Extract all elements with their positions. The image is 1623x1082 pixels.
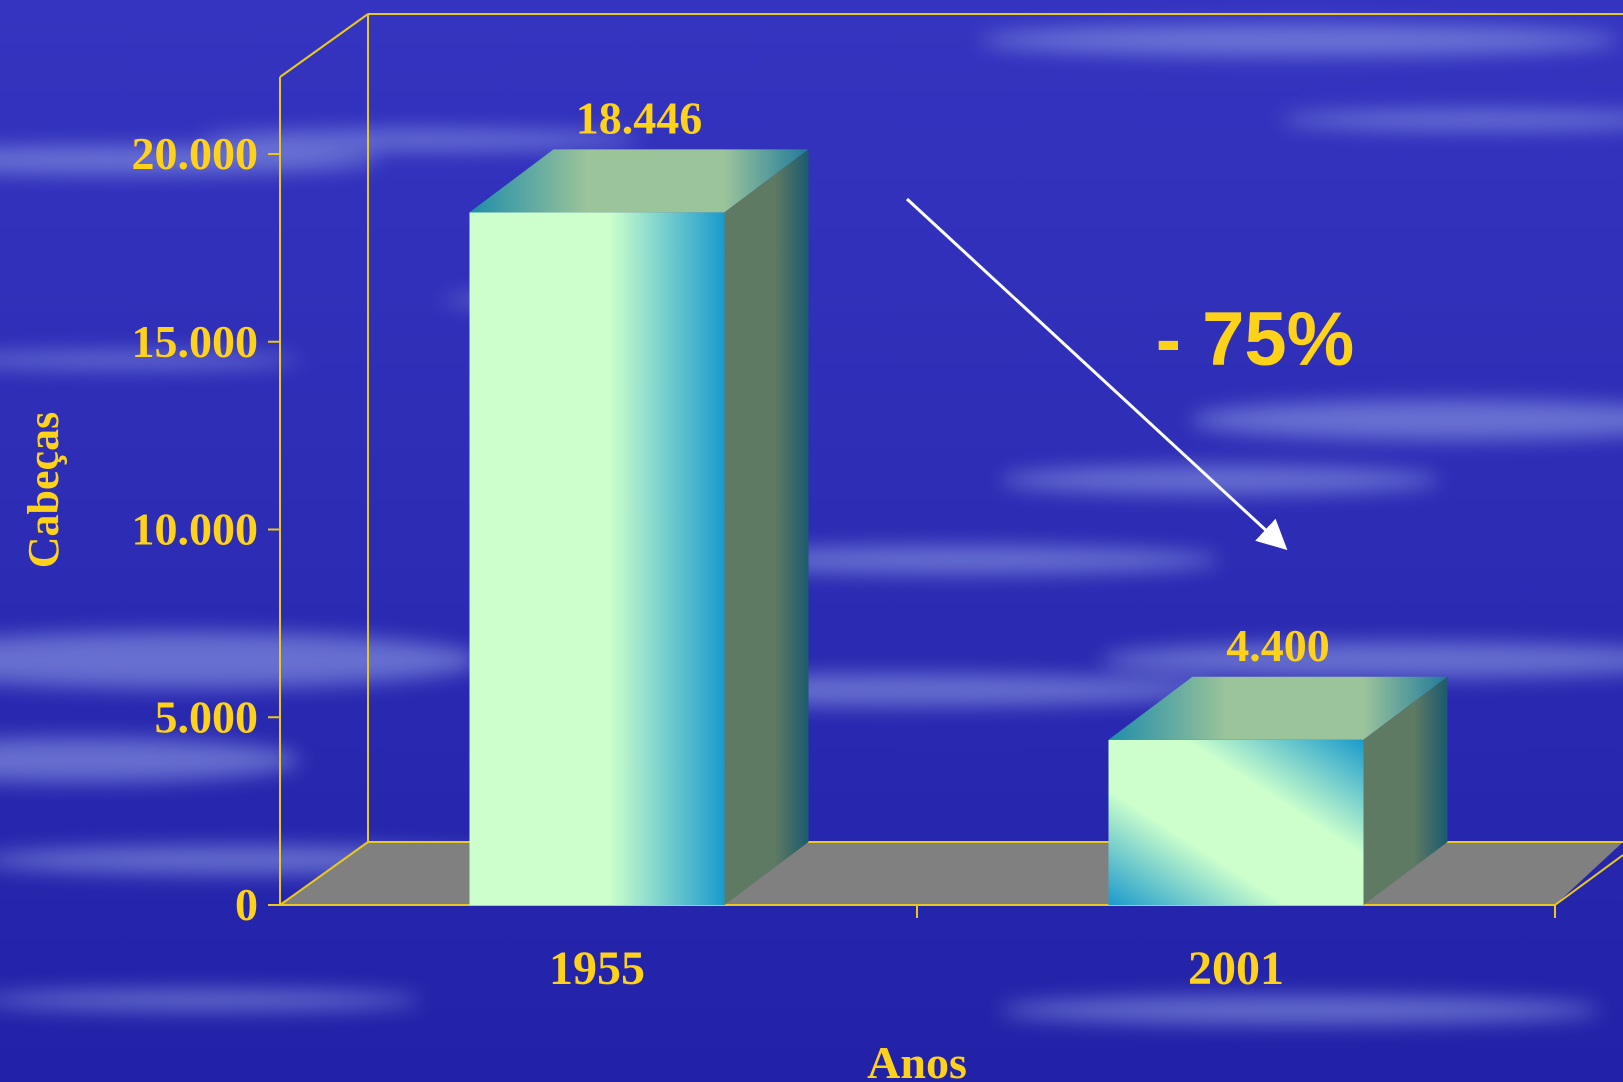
x-tick-label: 2001 (1188, 942, 1284, 995)
x-axis-title: Anos (867, 1037, 967, 1082)
decrease-arrow (905, 197, 1288, 551)
x-tick-label: 1955 (549, 942, 645, 995)
bar-side-face (724, 149, 809, 905)
y-tick-label: 15.000 (132, 316, 259, 367)
bar-1955: 18.446 (469, 92, 809, 905)
bar-value-label: 4.400 (1226, 620, 1330, 671)
bar-top-face (469, 149, 809, 213)
y-tick-label: 20.000 (132, 128, 259, 179)
bar-side-face (1363, 676, 1448, 905)
bar-top-face (1108, 676, 1448, 740)
y-tick-label: 5.000 (155, 691, 259, 742)
bar-2001: 4.400 (1108, 620, 1448, 905)
y-axis-ticks: 0 5.000 10.000 15.000 20.000 (132, 128, 280, 930)
floor-right-edge (1554, 854, 1623, 906)
decrease-percentage-annotation: - 75% (1156, 297, 1355, 382)
bar-value-label: 18.446 (576, 92, 703, 143)
bars: 18.446 4.400 (469, 92, 1448, 905)
bar-front-face (1108, 739, 1364, 905)
bar-front-face (469, 212, 725, 905)
side-wall-top-edge (279, 13, 369, 78)
y-axis-title: Cabeças (19, 412, 68, 568)
floor-left-edge (279, 841, 369, 906)
x-axis-tick-labels: 1955 2001 (549, 942, 1284, 995)
y-tick-label: 0 (235, 879, 258, 930)
y-tick-label: 10.000 (132, 504, 259, 555)
